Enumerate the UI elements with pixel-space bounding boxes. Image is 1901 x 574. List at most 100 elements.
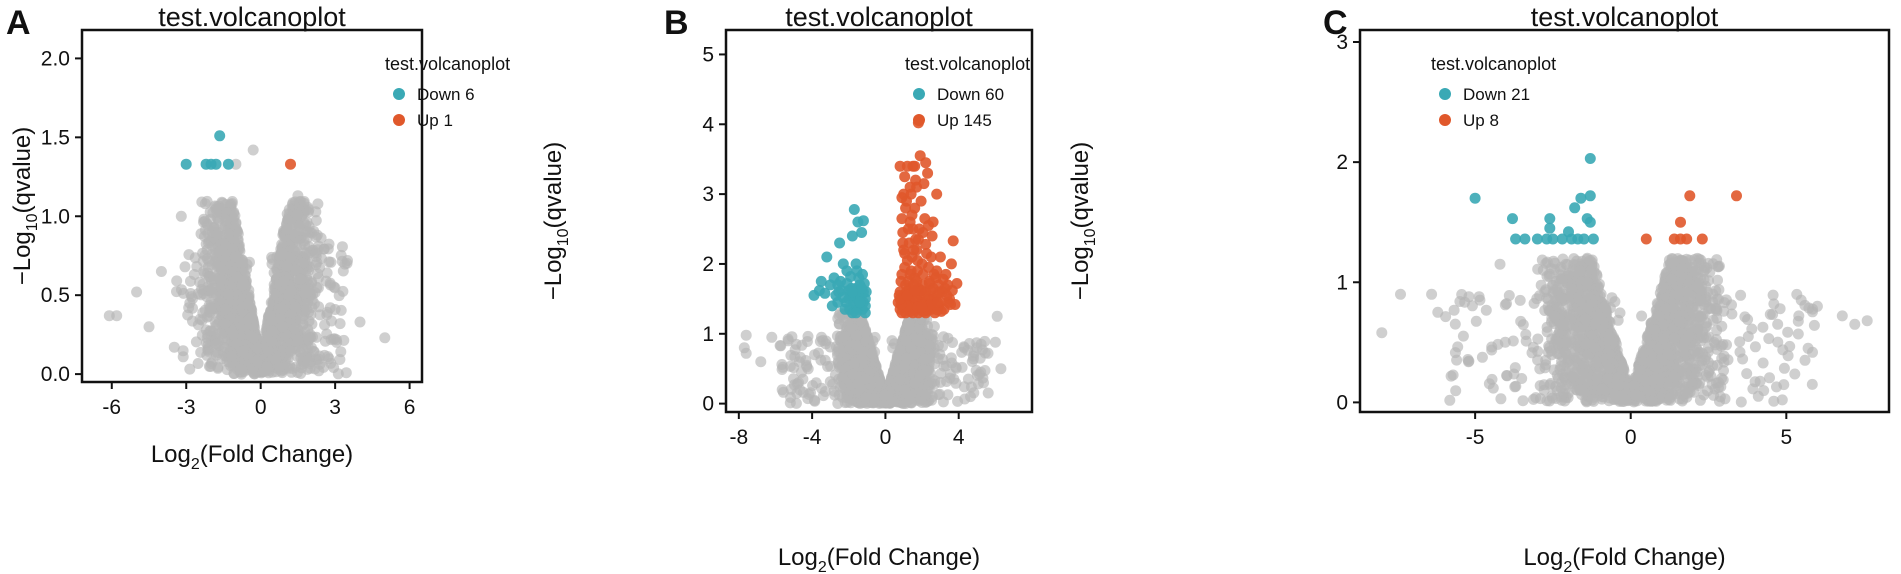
point-nonsig (155, 266, 167, 277)
legend-label-down: Down 6 (417, 85, 475, 104)
y-axis-label-prefix: −Log (540, 246, 567, 300)
point-up (928, 268, 940, 280)
y-axis-label-prefix: −Log (9, 231, 36, 285)
point-up (912, 255, 923, 266)
point-up (897, 237, 909, 249)
point-down (821, 251, 833, 263)
point-nonsig (313, 365, 325, 377)
legend-swatch-down (393, 88, 405, 100)
point-nonsig (328, 362, 340, 373)
panel-letter: B (664, 4, 689, 42)
point-nonsig (211, 338, 223, 350)
point-down (841, 265, 853, 277)
point-nonsig (211, 260, 223, 272)
point-nonsig (184, 297, 196, 309)
point-up (920, 238, 932, 250)
point-nonsig (294, 273, 306, 285)
point-nonsig (131, 286, 143, 298)
point-up (916, 301, 928, 313)
plot-points (738, 117, 1007, 409)
point-nonsig (914, 370, 926, 382)
point-nonsig (232, 228, 244, 240)
point-up (902, 223, 914, 235)
point-nonsig (168, 341, 180, 353)
point-nonsig (1480, 304, 1492, 316)
point-nonsig (248, 332, 259, 344)
point-nonsig (245, 312, 257, 324)
point-nonsig (967, 350, 979, 362)
point-nonsig (1514, 294, 1526, 306)
point-nonsig (212, 361, 224, 373)
y-axis-label-subscript: 10 (24, 213, 41, 231)
point-nonsig (958, 342, 970, 354)
point-down (180, 158, 192, 170)
point-nonsig (342, 255, 353, 266)
point-down (856, 227, 868, 238)
point-nonsig (952, 395, 964, 407)
point-down (819, 287, 831, 299)
point-nonsig (199, 230, 210, 242)
point-nonsig (237, 257, 249, 269)
point-nonsig (920, 389, 932, 401)
point-nonsig (785, 349, 797, 361)
point-nonsig (1735, 289, 1747, 301)
point-nonsig (143, 321, 155, 333)
point-nonsig (276, 302, 288, 314)
point-down (832, 279, 844, 291)
x-axis-label-suffix: (Fold Change) (827, 544, 980, 571)
point-up (895, 275, 907, 287)
point-nonsig (213, 328, 225, 340)
point-up (923, 278, 935, 289)
point-nonsig (817, 334, 829, 346)
y-axis-label: −Log10(qvalue) (540, 142, 572, 301)
y-tick-label: 1.0 (41, 205, 70, 228)
point-up (911, 275, 923, 287)
point-nonsig (291, 209, 303, 221)
point-nonsig (205, 303, 217, 314)
x-tick-label: 4 (953, 426, 965, 449)
point-nonsig (1444, 394, 1456, 406)
point-nonsig (887, 396, 899, 408)
point-up (899, 171, 911, 183)
x-tick-label: 6 (404, 396, 416, 419)
point-nonsig (281, 214, 293, 226)
y-tick-label: 4 (702, 113, 714, 136)
point-nonsig (833, 318, 845, 330)
point-nonsig (340, 367, 352, 379)
point-nonsig (192, 358, 204, 369)
point-nonsig (832, 398, 844, 409)
point-nonsig (803, 388, 815, 400)
point-nonsig (206, 287, 218, 299)
point-nonsig (1501, 370, 1513, 381)
point-nonsig (285, 285, 297, 297)
point-nonsig (793, 356, 805, 368)
point-nonsig (879, 389, 890, 401)
point-nonsig (824, 376, 836, 388)
point-nonsig (850, 338, 862, 350)
point-nonsig (944, 368, 956, 380)
y-tick-label: 1.5 (41, 126, 70, 149)
point-nonsig (919, 353, 930, 365)
point-nonsig (184, 363, 196, 375)
point-nonsig (176, 284, 187, 296)
point-nonsig (266, 315, 278, 327)
point-nonsig (261, 361, 273, 372)
point-nonsig (247, 144, 259, 156)
point-nonsig (1741, 368, 1753, 380)
point-nonsig (285, 252, 297, 264)
point-nonsig (838, 331, 850, 343)
point-nonsig (183, 249, 195, 261)
point-nonsig (175, 210, 187, 222)
point-nonsig (266, 251, 278, 263)
point-nonsig (1517, 395, 1529, 407)
point-nonsig (251, 355, 263, 367)
point-up (934, 251, 946, 263)
point-nonsig (236, 302, 248, 314)
chart-title: test.volcanoplot (1531, 2, 1719, 32)
x-tick-label: -8 (729, 426, 748, 449)
point-nonsig (215, 274, 227, 286)
x-axis-label-suffix: (Fold Change) (200, 441, 353, 468)
